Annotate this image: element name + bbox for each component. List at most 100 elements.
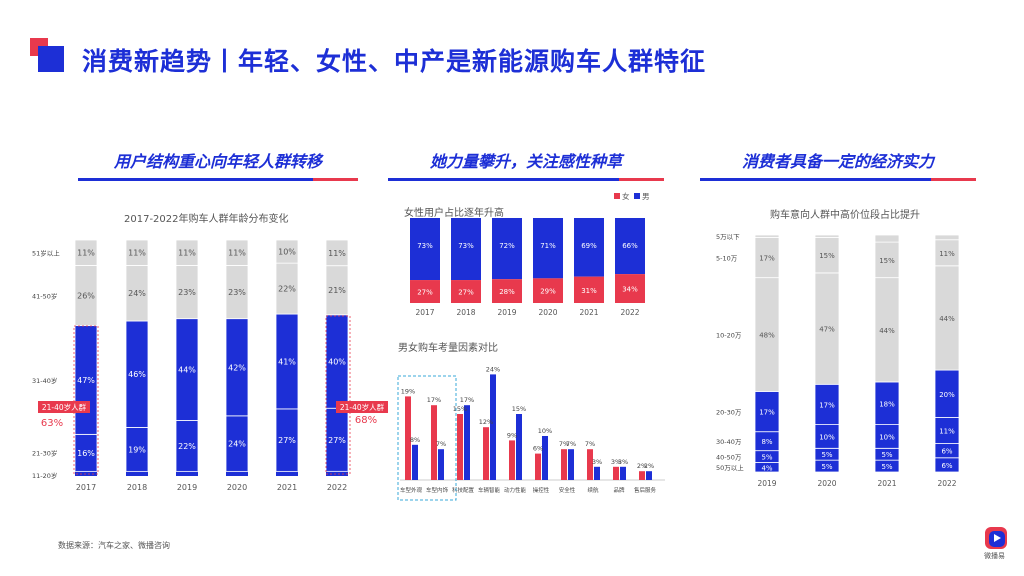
x-tick-label: 2021 xyxy=(277,483,297,492)
data-label: 10% xyxy=(879,433,895,441)
section-divider-female xyxy=(388,178,664,181)
x-tick-label: 售后服务 xyxy=(634,486,657,494)
data-label-male: 73% xyxy=(417,242,433,250)
x-tick-label: 2020 xyxy=(538,308,557,317)
data-label-female: 28% xyxy=(499,288,515,296)
callout-value-left: 63% xyxy=(41,418,63,429)
bar-female xyxy=(405,396,411,480)
bar-segment xyxy=(934,239,960,267)
bar-segment-11-20 xyxy=(226,471,248,476)
bar-segment xyxy=(754,277,780,392)
bar-segment-male xyxy=(574,218,604,277)
bar-segment xyxy=(874,277,900,383)
x-tick-label: 科技配置 xyxy=(452,486,475,494)
legend-label-female: 女 xyxy=(622,191,630,201)
data-label: 22% xyxy=(278,285,296,294)
data-label: 5% xyxy=(821,451,832,459)
bar-female xyxy=(561,449,567,480)
data-label: 16% xyxy=(77,449,95,458)
y-segment-label: 5-10万 xyxy=(716,255,738,263)
data-label: 21% xyxy=(328,286,346,295)
data-label: 11% xyxy=(328,249,346,258)
data-label: 40% xyxy=(328,358,346,367)
chart-title-female: 女性用户占比逐年升高 xyxy=(404,208,504,219)
data-label: 41% xyxy=(278,357,296,366)
bar-male xyxy=(464,405,470,480)
callout-box-2022 xyxy=(325,315,351,475)
x-tick-label: 2019 xyxy=(177,483,197,492)
data-label-female: 27% xyxy=(458,289,474,297)
x-tick-label: 安全性 xyxy=(559,486,576,494)
y-segment-label: 31-40岁 xyxy=(32,376,57,385)
bar-male xyxy=(568,449,574,480)
callout-box-2017 xyxy=(73,325,99,475)
data-label-male: 72% xyxy=(499,242,515,250)
data-label-male: 7% xyxy=(436,440,446,448)
y-segment-label: 41-50岁 xyxy=(32,292,57,301)
bar-segment-top-tier xyxy=(874,234,900,243)
data-label-male: 69% xyxy=(581,242,597,250)
x-tick-label: 2020 xyxy=(227,483,247,492)
data-label-male: 73% xyxy=(458,242,474,250)
data-label: 44% xyxy=(939,315,955,323)
data-label-female: 34% xyxy=(622,286,638,294)
bar-segment-female xyxy=(574,276,604,303)
data-label: 5% xyxy=(881,463,892,471)
data-label: 23% xyxy=(228,288,246,297)
bar-male xyxy=(490,374,496,480)
data-label: 11% xyxy=(939,250,955,258)
chart-title-price: 购车意向人群中高价位段占比提升 xyxy=(770,210,920,221)
x-tick-label: 2021 xyxy=(877,479,896,488)
highlight-box-appearance xyxy=(397,375,457,501)
bar-segment-female xyxy=(492,279,522,303)
data-label-female: 27% xyxy=(417,289,433,297)
bar-segment xyxy=(814,383,840,425)
bar-female xyxy=(431,405,437,480)
section-title-female: 她力量攀升，关注感性种草 xyxy=(429,152,622,171)
bar-segment-female xyxy=(410,280,440,303)
section-title-price: 消费者具备一定的经济实力 xyxy=(741,152,934,171)
callout-label-left: 21-40岁人群 xyxy=(42,402,87,412)
data-label: 22% xyxy=(178,442,196,451)
data-label: 44% xyxy=(178,366,196,375)
data-label: 20% xyxy=(939,391,955,399)
x-tick-label: 2018 xyxy=(127,483,147,492)
data-label: 27% xyxy=(278,436,296,445)
bar-female xyxy=(587,449,593,480)
bar-female xyxy=(457,414,463,480)
chart-title-factors: 男女购车考量因素对比 xyxy=(398,343,498,354)
bar-segment xyxy=(934,417,960,444)
x-tick-label: 2020 xyxy=(817,479,836,488)
x-tick-label: 2018 xyxy=(456,308,475,317)
data-label-female: 15% xyxy=(453,405,467,413)
legend-swatch-male xyxy=(634,193,640,199)
bar-segment xyxy=(125,239,149,266)
data-label: 11% xyxy=(228,249,246,258)
x-tick-label: 动力性能 xyxy=(504,486,527,494)
brand-logo-icon xyxy=(985,527,1007,549)
bar-male xyxy=(594,466,600,480)
x-tick-label: 品牌 xyxy=(613,486,625,494)
data-label: 17% xyxy=(759,409,775,417)
data-label: 15% xyxy=(819,252,835,260)
y-segment-label: 5万以下 xyxy=(716,233,740,241)
section-divider-age xyxy=(78,178,358,181)
x-tick-label: 2022 xyxy=(620,308,639,317)
x-tick-label: 车型外观 xyxy=(400,486,423,494)
bar-segment xyxy=(74,239,98,266)
chart-title-age: 2017-2022年购车人群年龄分布变化 xyxy=(124,214,289,225)
data-label: 5% xyxy=(881,451,892,459)
data-label-male: 10% xyxy=(538,427,552,435)
data-label: 23% xyxy=(178,288,196,297)
bar-segment xyxy=(934,265,960,371)
data-label: 27% xyxy=(328,436,346,445)
data-label-female: 12% xyxy=(479,418,493,426)
bar-segment-male xyxy=(451,218,481,281)
data-label: 6% xyxy=(941,448,952,456)
data-label-male: 17% xyxy=(460,396,474,404)
x-tick-label: 2017 xyxy=(76,483,96,492)
bar-segment-11-20 xyxy=(126,471,148,476)
data-label: 6% xyxy=(941,462,952,470)
x-tick-label: 2022 xyxy=(327,483,347,492)
